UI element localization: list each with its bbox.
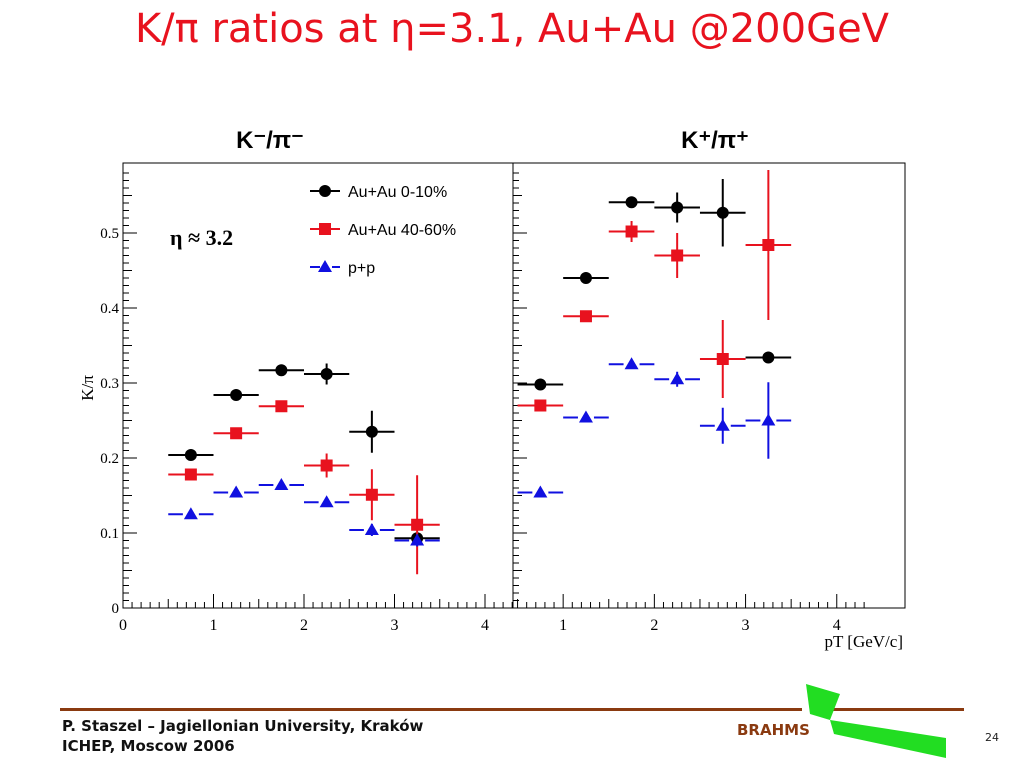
legend-label: Au+Au 40-60% xyxy=(348,222,456,239)
brahms-logo-icon xyxy=(806,684,946,758)
footer-credits: P. Staszel – Jagiellonian University, Kr… xyxy=(62,716,423,756)
legend-label: Au+Au 0-10% xyxy=(348,184,447,201)
data-point-central xyxy=(579,272,592,284)
data-point-central xyxy=(320,368,333,380)
data-point-peripheral xyxy=(671,249,684,262)
legend-marker-central xyxy=(319,185,331,197)
legend-label: p+p xyxy=(348,260,375,277)
data-point-central xyxy=(671,201,684,214)
x-tick-label: 1 xyxy=(210,617,218,634)
data-point-peripheral xyxy=(762,239,775,251)
data-point-central xyxy=(716,206,729,219)
data-point-pp xyxy=(319,495,334,508)
data-point-central xyxy=(365,425,378,438)
footer-author: P. Staszel – Jagiellonian University, Kr… xyxy=(62,717,424,735)
data-point-pp xyxy=(229,485,244,498)
x-tick-label: 0 xyxy=(119,617,127,634)
legend-marker-peripheral xyxy=(319,223,331,235)
kpi-ratio-chart: 0 1 2 3 4 0 0.1 0.2 0.3 0.4 0.5 K⁻/π⁻ K/π η ≈ 3.2 Au+A… xyxy=(78,127,906,651)
brand-label: BRAHMS xyxy=(737,721,810,739)
plot-frame-2 xyxy=(512,162,906,609)
data-point-pp xyxy=(624,357,639,370)
x-axis-label: pT [GeV/c] xyxy=(824,632,903,651)
data-point-pp xyxy=(578,410,593,423)
page-number: 24 xyxy=(985,731,999,744)
x-tick-label: 3 xyxy=(742,617,750,634)
legend-marker-pp xyxy=(318,260,332,272)
y-tick-label: 0.2 xyxy=(100,451,119,467)
data-point-central xyxy=(534,378,547,391)
data-point-pp xyxy=(274,478,289,490)
data-point-central xyxy=(762,351,775,364)
data-point-peripheral xyxy=(230,427,243,440)
y-tick-label: 0.4 xyxy=(100,301,119,317)
data-point-central xyxy=(230,389,243,401)
footer-rule-right xyxy=(832,708,964,711)
eta-annotation: η ≈ 3.2 xyxy=(170,225,233,250)
y-axis-label: K/π xyxy=(78,375,97,401)
x-tick-label: 3 xyxy=(391,617,399,634)
panel-title: K⁻/π⁻ xyxy=(236,127,304,154)
data-point-pp xyxy=(364,523,379,535)
x-tick-label: 1 xyxy=(559,617,567,634)
y-tick-label: 0.1 xyxy=(100,526,119,542)
panel-title: K⁺/π⁺ xyxy=(681,127,749,154)
x-tick-label: 4 xyxy=(481,617,489,634)
y-tick-label: 0 xyxy=(112,601,120,617)
data-point-pp xyxy=(533,485,548,498)
y-tick-label: 0.3 xyxy=(100,376,119,392)
data-point-central xyxy=(625,196,638,209)
data-point-pp xyxy=(715,418,730,431)
x-tick-label: 4 xyxy=(833,617,841,634)
y-tick-label: 0.5 xyxy=(100,226,119,242)
data-point-pp xyxy=(761,413,776,426)
data-point-pp xyxy=(183,507,198,520)
data-point-pp xyxy=(670,372,685,385)
data-point-peripheral xyxy=(716,353,729,365)
data-point-peripheral xyxy=(534,399,547,412)
data-point-peripheral xyxy=(411,518,424,531)
footer-rule-left xyxy=(60,708,802,711)
data-point-peripheral xyxy=(625,225,638,238)
slide-title: K/π ratios at η=3.1, Au+Au @200GeV xyxy=(134,6,890,52)
data-point-peripheral xyxy=(275,400,288,413)
data-point-peripheral xyxy=(184,468,197,481)
data-point-peripheral xyxy=(579,310,592,323)
data-point-peripheral xyxy=(320,459,333,472)
data-point-pp xyxy=(410,533,425,546)
data-point-central xyxy=(275,364,288,377)
x-tick-label: 2 xyxy=(300,617,308,634)
data-point-central xyxy=(184,449,197,461)
data-point-peripheral xyxy=(365,488,378,501)
x-tick-label: 2 xyxy=(650,617,658,634)
footer-conference: ICHEP, Moscow 2006 xyxy=(62,737,235,755)
